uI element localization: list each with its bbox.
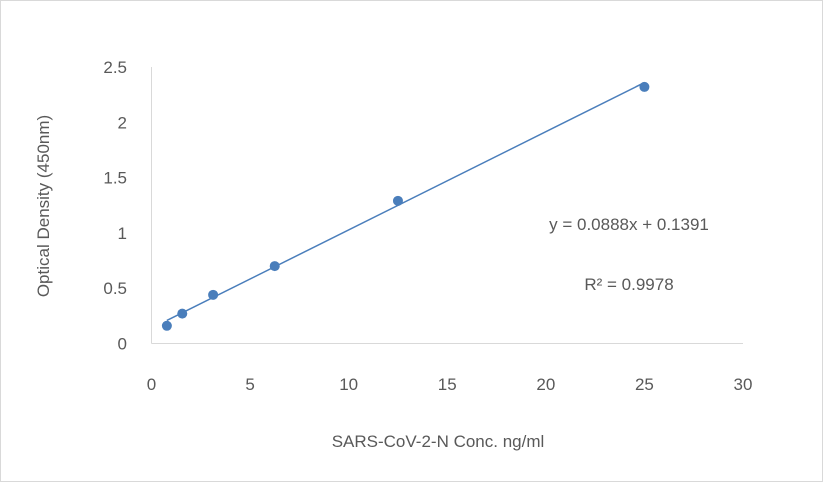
y-tick-label: 1 xyxy=(118,224,127,243)
trendline xyxy=(166,81,645,322)
y-tick-label: 2 xyxy=(118,113,127,132)
r-squared-label: R² = 0.9978 xyxy=(584,275,673,294)
x-tick-label: 20 xyxy=(536,375,555,394)
data-point xyxy=(269,261,280,272)
x-tick-label: 15 xyxy=(438,375,457,394)
y-tick-label: 0 xyxy=(118,335,127,354)
data-point xyxy=(208,289,219,300)
data-point xyxy=(639,81,650,92)
y-axis-title: Optical Density (450nm) xyxy=(34,115,53,297)
data-point xyxy=(161,320,172,331)
x-tick-label: 0 xyxy=(147,375,156,394)
data-point xyxy=(177,308,188,319)
y-tick-label: 1.5 xyxy=(103,169,127,188)
data-point xyxy=(392,195,403,206)
equation-label: y = 0.0888x + 0.1391 xyxy=(549,215,709,234)
x-tick-label: 5 xyxy=(245,375,254,394)
y-tick-label: 2.5 xyxy=(103,58,127,77)
x-axis-title: SARS-CoV-2-N Conc. ng/ml xyxy=(332,432,545,451)
x-tick-label: 30 xyxy=(734,375,753,394)
x-tick-label: 10 xyxy=(339,375,358,394)
x-tick-label: 25 xyxy=(635,375,654,394)
y-tick-label: 0.5 xyxy=(103,279,127,298)
